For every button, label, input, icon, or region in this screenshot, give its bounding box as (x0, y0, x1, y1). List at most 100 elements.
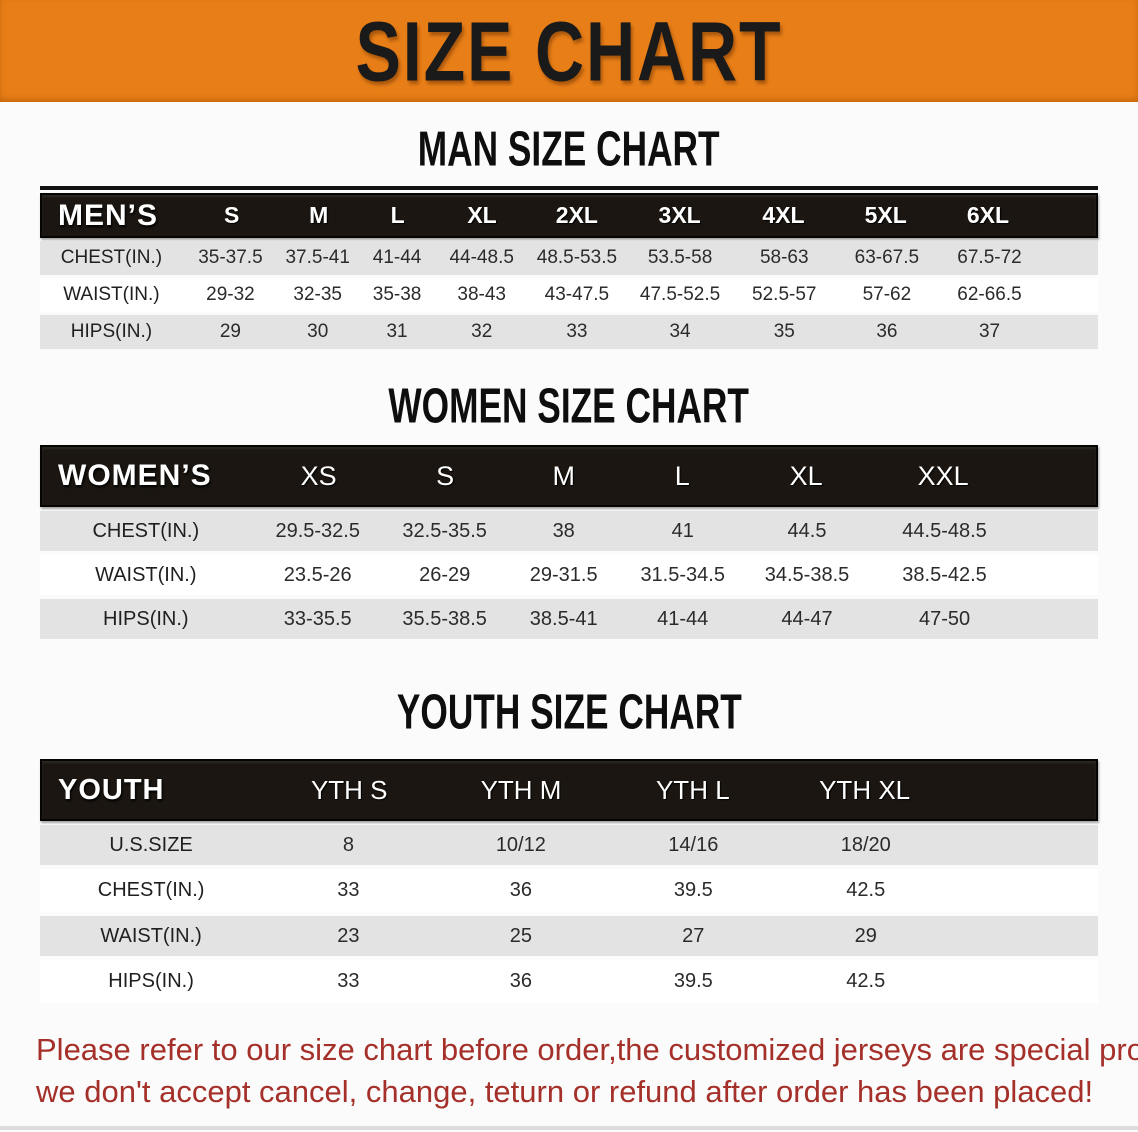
men-chest-value: 67.5-72 (957, 247, 1022, 268)
youth-size-column-header: YTH M (480, 774, 562, 805)
page-title: SIZE CHART (355, 3, 783, 99)
bottom-divider (0, 1126, 1138, 1130)
women-hips-value: 47-50 (918, 607, 971, 630)
youth-chest-value: 39.5 (673, 879, 713, 901)
youth-hips-value: 36 (509, 970, 532, 992)
women-waist-value: 23.5-26 (283, 563, 352, 586)
men-waist-value: 38-43 (457, 284, 506, 305)
youth-heading-text: YOUTH SIZE CHART (396, 683, 742, 740)
youth-waist-row: WAIST(IN.) 23 25 27 29 (40, 916, 1098, 956)
men-size-column-header: S (224, 202, 240, 228)
women-heading-text: WOMEN SIZE CHART (388, 377, 750, 434)
youth-waist-value: 29 (854, 924, 877, 947)
youth-ussize-label: U.S.SIZE (109, 833, 193, 856)
youth-chest-value: 33 (337, 879, 360, 901)
men-size-column-header: 4XL (762, 202, 805, 228)
youth-waist-label: WAIST(IN.) (100, 924, 202, 947)
youth-hips-value: 42.5 (846, 970, 886, 992)
men-hips-value: 30 (307, 321, 329, 342)
women-hips-value: 35.5-38.5 (402, 607, 487, 630)
women-size-column-header: S (436, 460, 455, 491)
youth-size-column-header: YTH S (310, 774, 388, 805)
men-chest-value: 63-67.5 (854, 247, 920, 268)
women-size-column-header: XS (300, 460, 337, 491)
men-hips-value: 36 (876, 321, 898, 342)
women-chest-row: CHEST(IN.) 29.5-32.5 32.5-35.5 38 41 44.5 44.… (40, 511, 1098, 551)
disclaimer-line-2: we don't accept cancel, change, teturn o… (36, 1074, 1094, 1109)
men-heading-text: MAN SIZE CHART (418, 120, 720, 177)
men-chest-value: 48.5-53.5 (536, 247, 618, 268)
youth-size-column-header: YTH L (655, 774, 730, 805)
women-size-column-header: M (552, 460, 575, 491)
youth-ussize-row: U.S.SIZE 8 10/12 14/16 18/20 (40, 825, 1098, 865)
men-chest-value: 58-63 (759, 247, 809, 268)
men-size-column-header: L (390, 202, 405, 228)
men-waist-value: 32-35 (293, 284, 343, 305)
women-chest-label: CHEST(IN.) (92, 519, 200, 542)
men-waist-label: WAIST(IN.) (63, 284, 160, 305)
men-hips-value: 35 (773, 321, 795, 342)
men-hips-value: 29 (219, 321, 241, 342)
men-chest-value: 41-44 (372, 247, 422, 268)
men-waist-value: 43-47.5 (544, 284, 610, 305)
women-hips-value: 33-35.5 (283, 607, 352, 630)
youth-chest-label: CHEST(IN.) (97, 879, 205, 901)
youth-hips-label: HIPS(IN.) (108, 970, 194, 992)
men-chest-label: CHEST(IN.) (60, 247, 163, 268)
women-waist-value: 31.5-34.5 (640, 563, 725, 586)
youth-ussize-value: 8 (342, 833, 354, 856)
men-size-table: MEN’S S M L XL 2XL 3XL 4XL 5XL 6XL CHEST(IN.) 35… (40, 186, 1098, 349)
youth-chest-row: CHEST(IN.) 33 36 39.5 42.5 (40, 869, 1098, 912)
youth-corner-label: YOUTH (58, 773, 165, 806)
men-waist-row: WAIST(IN.) 29-32 32-35 35-38 38-43 43-47.5 47… (40, 278, 1098, 312)
men-hips-value: 34 (669, 321, 691, 342)
men-corner-label: MEN’S (58, 198, 159, 232)
men-hips-value: 32 (471, 321, 493, 342)
women-chest-value: 41 (671, 519, 694, 542)
men-section-heading: MAN SIZE CHART (0, 124, 1138, 174)
women-chest-value: 32.5-35.5 (402, 519, 487, 542)
youth-hips-row: HIPS(IN.) 33 36 39.5 42.5 (40, 960, 1098, 1003)
women-chest-value: 38 (552, 519, 575, 542)
men-size-column-header: 5XL (864, 202, 907, 228)
women-waist-label: WAIST(IN.) (95, 563, 197, 586)
youth-ussize-value: 14/16 (668, 833, 719, 856)
men-size-column-header: 3XL (658, 202, 701, 228)
women-chest-value: 44.5-48.5 (902, 519, 987, 542)
men-hips-label: HIPS(IN.) (70, 321, 153, 342)
banner: SIZE CHART (0, 0, 1138, 102)
men-table-topline (40, 186, 1098, 190)
women-chest-value: 44.5 (787, 519, 827, 542)
men-size-column-header: 6XL (966, 202, 1009, 228)
youth-waist-value: 23 (337, 924, 360, 947)
men-waist-value: 62-66.5 (957, 284, 1022, 305)
youth-size-table: YOUTH YTH S YTH M YTH L YTH XL U.S.SIZE 8 10… (40, 759, 1098, 1003)
women-waist-row: WAIST(IN.) 23.5-26 26-29 29-31.5 31.5-34.5 3… (40, 555, 1098, 595)
men-hips-value: 33 (566, 321, 588, 342)
women-size-table: WOMEN’S XS S M L XL XXL CHEST(IN.) 29.5-32.5 3… (40, 445, 1098, 639)
men-waist-value: 52.5-57 (752, 284, 817, 305)
women-waist-value: 29-31.5 (529, 563, 598, 586)
youth-waist-value: 27 (682, 924, 705, 947)
men-size-column-header: 2XL (555, 202, 598, 228)
men-table-header-row: MEN’S S M L XL 2XL 3XL 4XL 5XL 6XL (40, 193, 1098, 238)
youth-hips-value: 33 (337, 970, 360, 992)
men-chest-value: 53.5-58 (647, 247, 713, 268)
disclaimer-note: Please refer to our size chart before or… (36, 1029, 1138, 1113)
youth-chest-value: 36 (509, 879, 532, 901)
men-chest-value: 37.5-41 (285, 247, 350, 268)
women-waist-value: 34.5-38.5 (764, 563, 850, 586)
men-hips-value: 31 (386, 321, 408, 342)
men-waist-value: 35-38 (372, 284, 422, 305)
men-size-column-header: XL (467, 202, 497, 228)
women-waist-value: 26-29 (419, 563, 471, 586)
men-waist-value: 47.5-52.5 (639, 284, 721, 305)
women-chest-value: 29.5-32.5 (275, 519, 360, 542)
youth-ussize-value: 10/12 (495, 833, 546, 856)
youth-waist-value: 25 (509, 924, 532, 947)
youth-chest-value: 42.5 (846, 879, 886, 901)
women-size-column-header: XXL (917, 460, 969, 491)
men-size-column-header: M (309, 202, 329, 228)
men-chest-row: CHEST(IN.) 35-37.5 37.5-41 41-44 44-48.5 48.… (40, 241, 1098, 275)
youth-size-column-header: YTH XL (819, 774, 911, 805)
